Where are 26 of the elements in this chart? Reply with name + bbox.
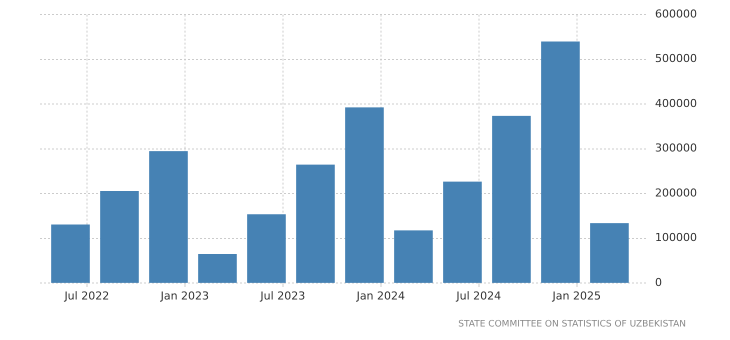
- x-tick-label: Jul 2024: [455, 289, 502, 302]
- x-tick-label: Jan 2025: [552, 289, 601, 302]
- x-tick-label: Jan 2024: [356, 289, 406, 302]
- bar: [443, 182, 482, 283]
- y-tick-label: 600000: [655, 7, 697, 20]
- y-tick-label: 300000: [655, 142, 697, 155]
- bar: [51, 224, 90, 283]
- y-tick-label: 400000: [655, 96, 697, 110]
- x-tick-label: Jan 2023: [160, 289, 210, 302]
- y-tick-label: 100000: [655, 231, 697, 244]
- bar: [492, 116, 531, 283]
- x-tick-label: Jul 2022: [63, 289, 110, 302]
- bar: [247, 214, 286, 283]
- y-tick-label: 0: [655, 276, 662, 289]
- bar: [100, 190, 139, 283]
- bar: [149, 151, 188, 283]
- x-tick-label: Jul 2023: [259, 289, 306, 302]
- bar: [394, 230, 433, 283]
- bar: [345, 107, 384, 283]
- y-tick-label: 200000: [655, 186, 697, 200]
- text: STATE COMMITTEE ON STATISTICS OF UZBEKISTAN: [458, 319, 686, 330]
- bar: [541, 42, 580, 283]
- bar: [590, 223, 629, 283]
- bar: [198, 254, 237, 283]
- y-tick-label: 500000: [655, 52, 697, 66]
- bar: [296, 164, 335, 283]
